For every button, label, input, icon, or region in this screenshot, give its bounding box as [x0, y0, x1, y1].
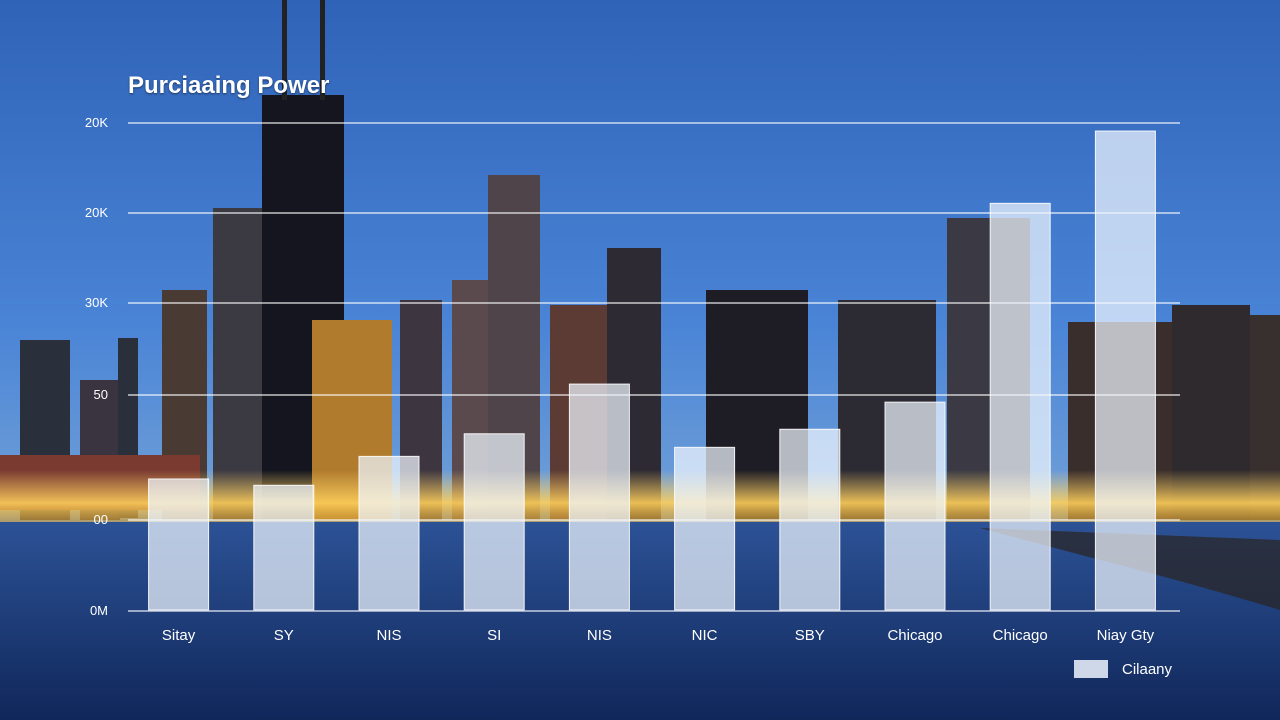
x-tick-label: Sitay [162, 627, 196, 644]
x-tick-label: Chicago [887, 627, 942, 644]
y-tick-label: 20K [85, 205, 108, 220]
y-tick-label: 20K [85, 115, 108, 130]
x-tick-label: NIS [587, 627, 612, 644]
x-tick-label: SY [274, 627, 294, 644]
bar [568, 383, 630, 611]
bar [253, 484, 315, 611]
bar [148, 478, 210, 611]
legend: Cilaany [1074, 660, 1172, 678]
bar [884, 401, 946, 611]
bar [1094, 130, 1156, 611]
legend-swatch [1074, 660, 1108, 678]
legend-label: Cilaany [1122, 660, 1173, 678]
y-axis-ticks: 20K 20K 30K 50 00 0M [85, 115, 108, 618]
bar [674, 446, 736, 611]
x-tick-label: SI [487, 627, 501, 644]
bar [463, 433, 525, 611]
chart-title: Purciaaing Power [128, 72, 330, 99]
x-axis-ticks: Sitay SY NIS SI NIS NIC SBY Chicago Chicago Niay … [162, 627, 1155, 644]
x-tick-label: Niay Gty [1097, 627, 1155, 644]
y-tick-label: 0M [90, 603, 108, 618]
x-tick-label: NIS [376, 627, 401, 644]
y-tick-label: 30K [85, 295, 108, 310]
bars [148, 130, 1156, 611]
bar [358, 455, 420, 611]
bar [779, 428, 841, 611]
x-tick-label: SBY [795, 627, 825, 644]
x-tick-label: NIC [692, 627, 718, 644]
y-tick-label: 50 [94, 387, 108, 402]
y-tick-label: 00 [94, 512, 108, 527]
bar [989, 202, 1051, 611]
x-tick-label: Chicago [993, 627, 1048, 644]
